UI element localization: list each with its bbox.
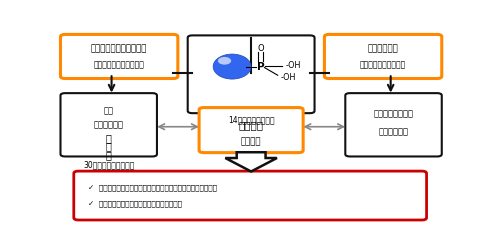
Text: 電荷: 電荷: [104, 106, 114, 115]
Text: ホスホン酸分子の試験: ホスホン酸分子の試験: [360, 60, 406, 69]
FancyBboxPatch shape: [60, 34, 178, 78]
Text: -OH: -OH: [281, 73, 296, 82]
FancyBboxPatch shape: [324, 34, 442, 78]
Text: ・: ・: [106, 150, 112, 160]
FancyBboxPatch shape: [345, 93, 442, 156]
Text: 30種類のパラメーター: 30種類のパラメーター: [83, 160, 134, 169]
Text: 赤外吸収波数: 赤外吸収波数: [94, 121, 123, 130]
Text: ・: ・: [106, 133, 112, 143]
Text: ✓  予測に大きく寄与するパラメーターを自動的・客観的に選別: ✓ 予測に大きく寄与するパラメーターを自動的・客観的に選別: [88, 184, 217, 191]
Text: エポキシドの収量: エポキシドの収量: [373, 109, 414, 118]
FancyBboxPatch shape: [199, 108, 303, 152]
Text: 14種類のホスホン酸: 14種類のホスホン酸: [228, 115, 274, 124]
Text: ✓  触媒活性の鍵となる化学構造や特徴を特定: ✓ 触媒活性の鍵となる化学構造や特徴を特定: [88, 200, 182, 207]
Ellipse shape: [218, 57, 231, 65]
Text: P: P: [257, 62, 265, 72]
Text: O: O: [257, 44, 264, 53]
FancyBboxPatch shape: [74, 171, 427, 220]
FancyBboxPatch shape: [188, 36, 315, 113]
Text: 機械学習: 機械学習: [241, 137, 261, 146]
Text: 計算機シミュレーション: 計算機シミュレーション: [91, 45, 147, 54]
Ellipse shape: [213, 54, 251, 79]
Text: -OH: -OH: [285, 61, 300, 70]
Text: ホスホン酸分子の数値化: ホスホン酸分子の数値化: [94, 60, 145, 69]
Text: 触媒反応実験: 触媒反応実験: [368, 45, 398, 54]
Text: （実験収率）: （実験収率）: [379, 128, 409, 136]
Text: 人工知能: 人工知能: [239, 120, 264, 130]
FancyBboxPatch shape: [60, 93, 157, 156]
Polygon shape: [225, 152, 277, 172]
Text: ・: ・: [106, 142, 112, 152]
